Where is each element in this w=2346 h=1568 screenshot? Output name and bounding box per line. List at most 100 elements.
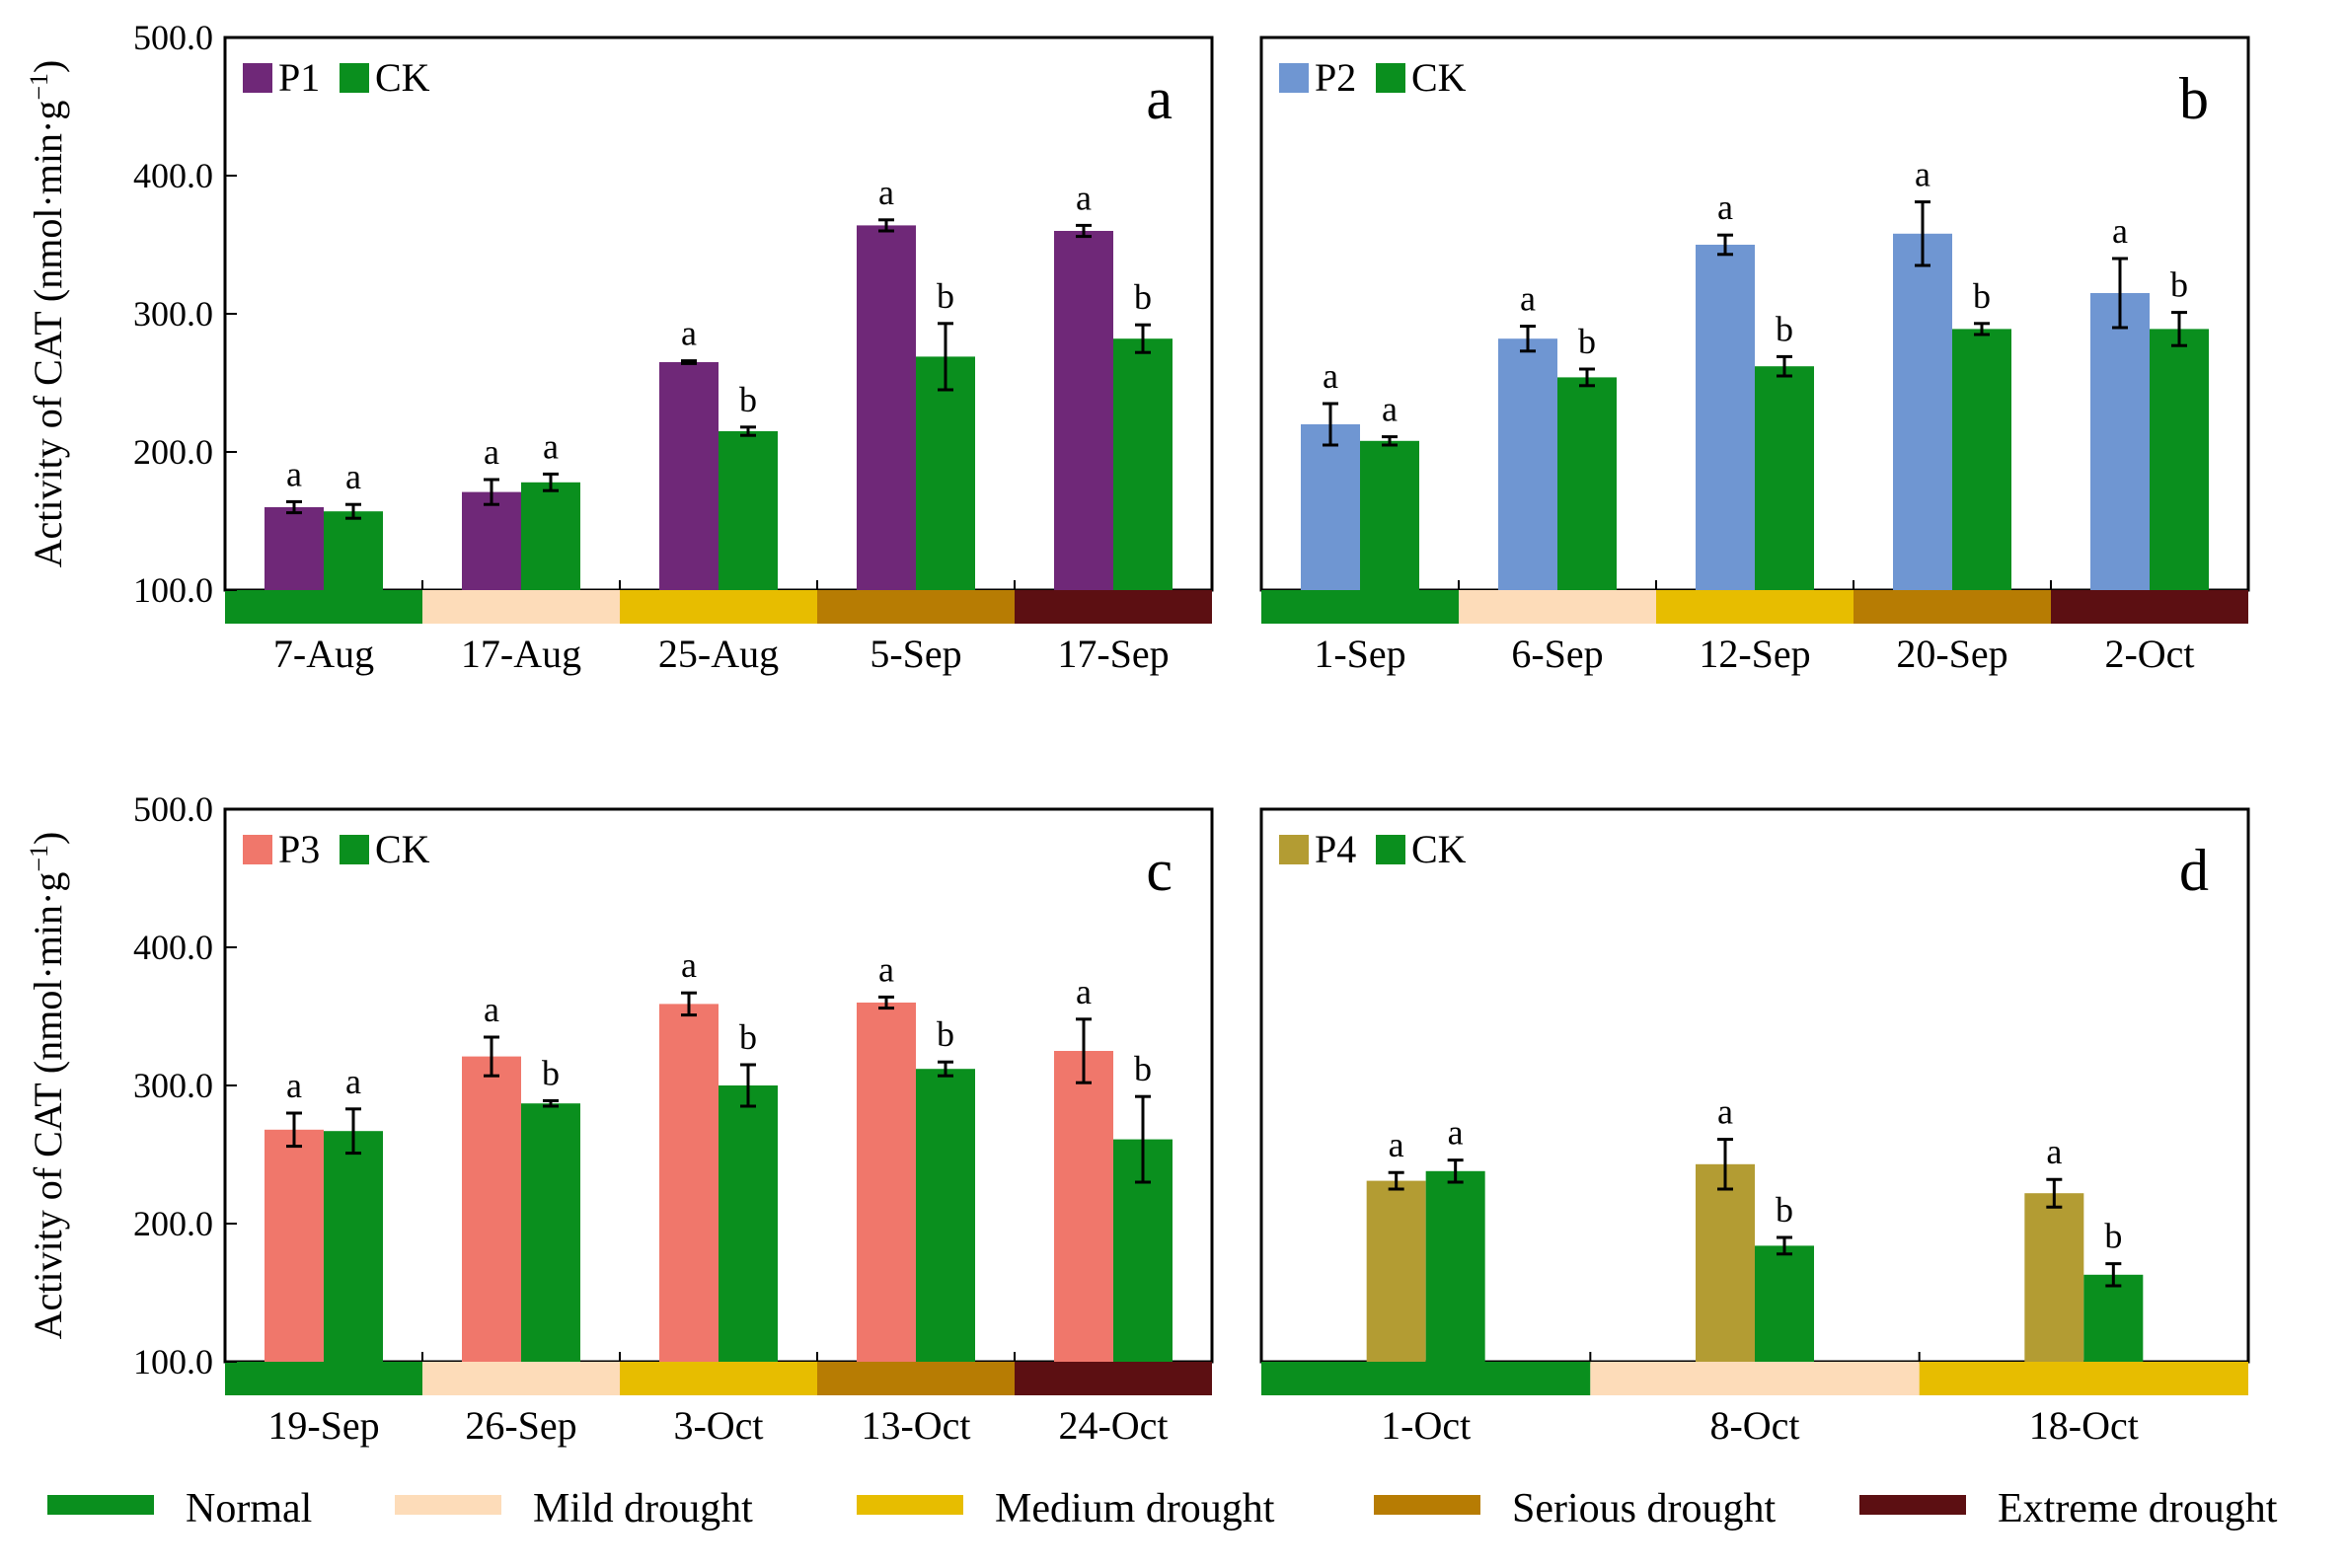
significance-letter: b — [542, 1053, 560, 1092]
significance-letter: b — [2104, 1217, 2122, 1256]
error-bar — [1076, 1017, 1092, 1084]
bar-p4-2 — [1696, 1163, 1755, 1362]
legend-label-condition-3: Medium drought — [995, 1486, 1275, 1531]
x-tick-label: 26-Sep — [465, 1403, 576, 1448]
bar-ck-1 — [324, 1131, 383, 1362]
significance-letter: a — [543, 426, 559, 466]
significance-letter: a — [1389, 1125, 1404, 1164]
legend-swatch-ck — [1376, 63, 1405, 93]
condition-strip-5 — [1015, 1362, 1212, 1395]
bar-ck-2 — [521, 482, 580, 590]
legend-swatch-condition-5 — [1859, 1495, 1966, 1515]
significance-letter: b — [1776, 309, 1793, 348]
panel-letter: c — [1146, 838, 1173, 903]
legend-swatch-condition-4 — [1374, 1495, 1480, 1515]
error-bar — [2046, 1177, 2063, 1209]
error-bar — [543, 472, 559, 492]
bar-p3-1 — [265, 1129, 324, 1362]
significance-letter: a — [484, 432, 499, 472]
bar-ck-5 — [2150, 329, 2209, 590]
significance-letter: b — [739, 380, 757, 419]
condition-strip-2 — [422, 590, 620, 624]
legend-label-p1: P1 — [278, 55, 320, 100]
bar-ck-5 — [1113, 338, 1173, 590]
bar-ck-3 — [719, 1085, 778, 1362]
bar-p1-4 — [857, 225, 916, 590]
bar-ck-3 — [2083, 1274, 2144, 1362]
significance-letter: a — [286, 454, 302, 493]
error-bar — [286, 499, 302, 515]
legend-swatch-p2 — [1279, 63, 1309, 93]
significance-letter: b — [1134, 1049, 1152, 1088]
error-bar — [1717, 1138, 1733, 1191]
bar-p3-2 — [462, 1056, 521, 1362]
error-bar — [1135, 1094, 1151, 1184]
condition-strip-3 — [1656, 590, 1854, 624]
error-bar — [1579, 367, 1595, 388]
condition-strip-2 — [1590, 1362, 1920, 1395]
legend-label-ck: CK — [375, 55, 430, 100]
bar-p1-3 — [659, 362, 719, 590]
error-bar — [2171, 311, 2187, 347]
error-bar — [1974, 322, 1990, 336]
significance-letter: a — [2112, 211, 2128, 251]
legend-label-condition-2: Mild drought — [533, 1486, 753, 1531]
x-tick-label: 8-Oct — [1709, 1403, 1799, 1448]
condition-strip-4 — [817, 590, 1015, 624]
bar-ck-4 — [1952, 329, 2011, 590]
significance-letter: b — [1134, 277, 1152, 317]
bar-ck-2 — [1557, 377, 1617, 590]
panel-c: 100.0 200.0 300.0 400.0 500.0 Activity of CAT… — [25, 789, 1214, 1448]
bar-p4-3 — [2024, 1193, 2084, 1362]
bar-p2-4 — [1893, 233, 1952, 591]
significance-letter: b — [937, 1014, 954, 1054]
x-tick-label: 18-Oct — [2029, 1403, 2139, 1448]
legend-label-ck: CK — [1411, 827, 1467, 871]
condition-strip-5 — [2051, 590, 2248, 624]
condition-strip-1 — [1261, 590, 1459, 624]
legend-label-p2: P2 — [1315, 55, 1356, 100]
x-tick-label: 7-Aug — [273, 632, 374, 676]
legend-swatch-condition-1 — [47, 1495, 154, 1515]
panel-a: 100.0 200.0 300.0 400.0 500.0 Activity of CAT… — [25, 18, 1214, 676]
error-bar — [345, 1107, 361, 1156]
significance-letter: a — [878, 173, 894, 212]
error-bar — [1777, 354, 1792, 378]
significance-letter: a — [1076, 972, 1092, 1011]
error-bar — [1520, 325, 1536, 353]
y-axis-label: Activity of CAT (nmol·min·g−1) — [25, 832, 71, 1340]
error-bar — [484, 1035, 499, 1078]
condition-strip-3 — [620, 590, 817, 624]
significance-letter: a — [2046, 1132, 2062, 1171]
y-tick-label: 400.0 — [133, 156, 213, 195]
condition-strip-3 — [1919, 1362, 2248, 1395]
bar-ck-4 — [916, 356, 975, 590]
significance-letter: a — [1448, 1113, 1464, 1153]
significance-letter: a — [286, 1066, 302, 1105]
legend-swatch-condition-2 — [395, 1495, 501, 1515]
significance-letter: b — [937, 276, 954, 316]
error-bar — [938, 322, 953, 392]
legend-swatch-condition-3 — [857, 1495, 963, 1515]
significance-letter: b — [1776, 1190, 1793, 1230]
y-tick-label: 200.0 — [133, 432, 213, 472]
y-tick-label: 300.0 — [133, 1066, 213, 1105]
error-bar — [286, 1111, 302, 1149]
significance-letter: a — [1915, 155, 1930, 194]
condition-strip-1 — [225, 1362, 422, 1395]
condition-strip-4 — [1854, 590, 2051, 624]
bar-ck-2 — [521, 1103, 580, 1362]
significance-letter: a — [1323, 356, 1338, 396]
panel-letter: b — [2179, 66, 2209, 131]
x-tick-label: 12-Sep — [1699, 632, 1810, 676]
significance-letter: a — [1717, 1092, 1733, 1132]
error-bar — [740, 425, 756, 437]
bar-ck-1 — [324, 511, 383, 590]
y-tick-label: 500.0 — [133, 18, 213, 57]
condition-strip-2 — [422, 1362, 620, 1395]
significance-letter: a — [878, 949, 894, 989]
bar-p2-1 — [1301, 424, 1360, 590]
condition-strip-2 — [1459, 590, 1656, 624]
y-axis-label: Activity of CAT (nmol·min·g−1) — [25, 60, 71, 568]
